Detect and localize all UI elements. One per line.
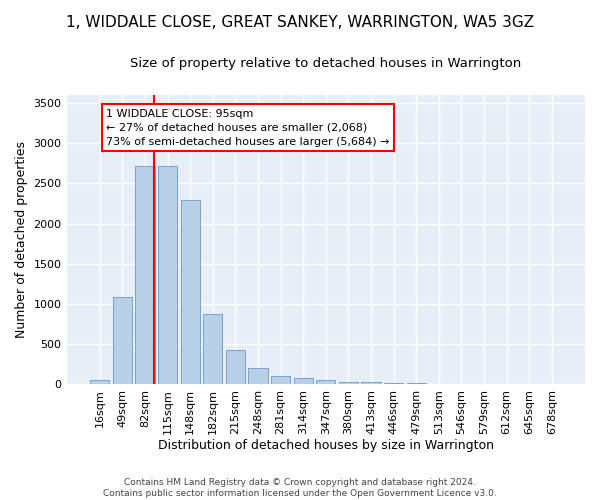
Bar xyxy=(339,382,358,384)
Bar xyxy=(271,376,290,384)
Bar xyxy=(158,166,177,384)
Text: 1, WIDDALE CLOSE, GREAT SANKEY, WARRINGTON, WA5 3GZ: 1, WIDDALE CLOSE, GREAT SANKEY, WARRINGT… xyxy=(66,15,534,30)
Bar xyxy=(293,378,313,384)
Bar xyxy=(136,166,155,384)
Bar xyxy=(181,200,200,384)
Y-axis label: Number of detached properties: Number of detached properties xyxy=(15,141,28,338)
Text: 1 WIDDALE CLOSE: 95sqm
← 27% of detached houses are smaller (2,068)
73% of semi-: 1 WIDDALE CLOSE: 95sqm ← 27% of detached… xyxy=(106,109,390,147)
Text: Contains HM Land Registry data © Crown copyright and database right 2024.
Contai: Contains HM Land Registry data © Crown c… xyxy=(103,478,497,498)
Bar xyxy=(226,350,245,384)
Bar xyxy=(113,296,132,384)
Bar xyxy=(361,382,380,384)
Title: Size of property relative to detached houses in Warrington: Size of property relative to detached ho… xyxy=(130,58,521,70)
Bar xyxy=(316,380,335,384)
Bar xyxy=(407,383,426,384)
X-axis label: Distribution of detached houses by size in Warrington: Distribution of detached houses by size … xyxy=(158,440,494,452)
Bar xyxy=(203,314,223,384)
Bar xyxy=(384,383,403,384)
Bar xyxy=(248,368,268,384)
Bar xyxy=(90,380,109,384)
